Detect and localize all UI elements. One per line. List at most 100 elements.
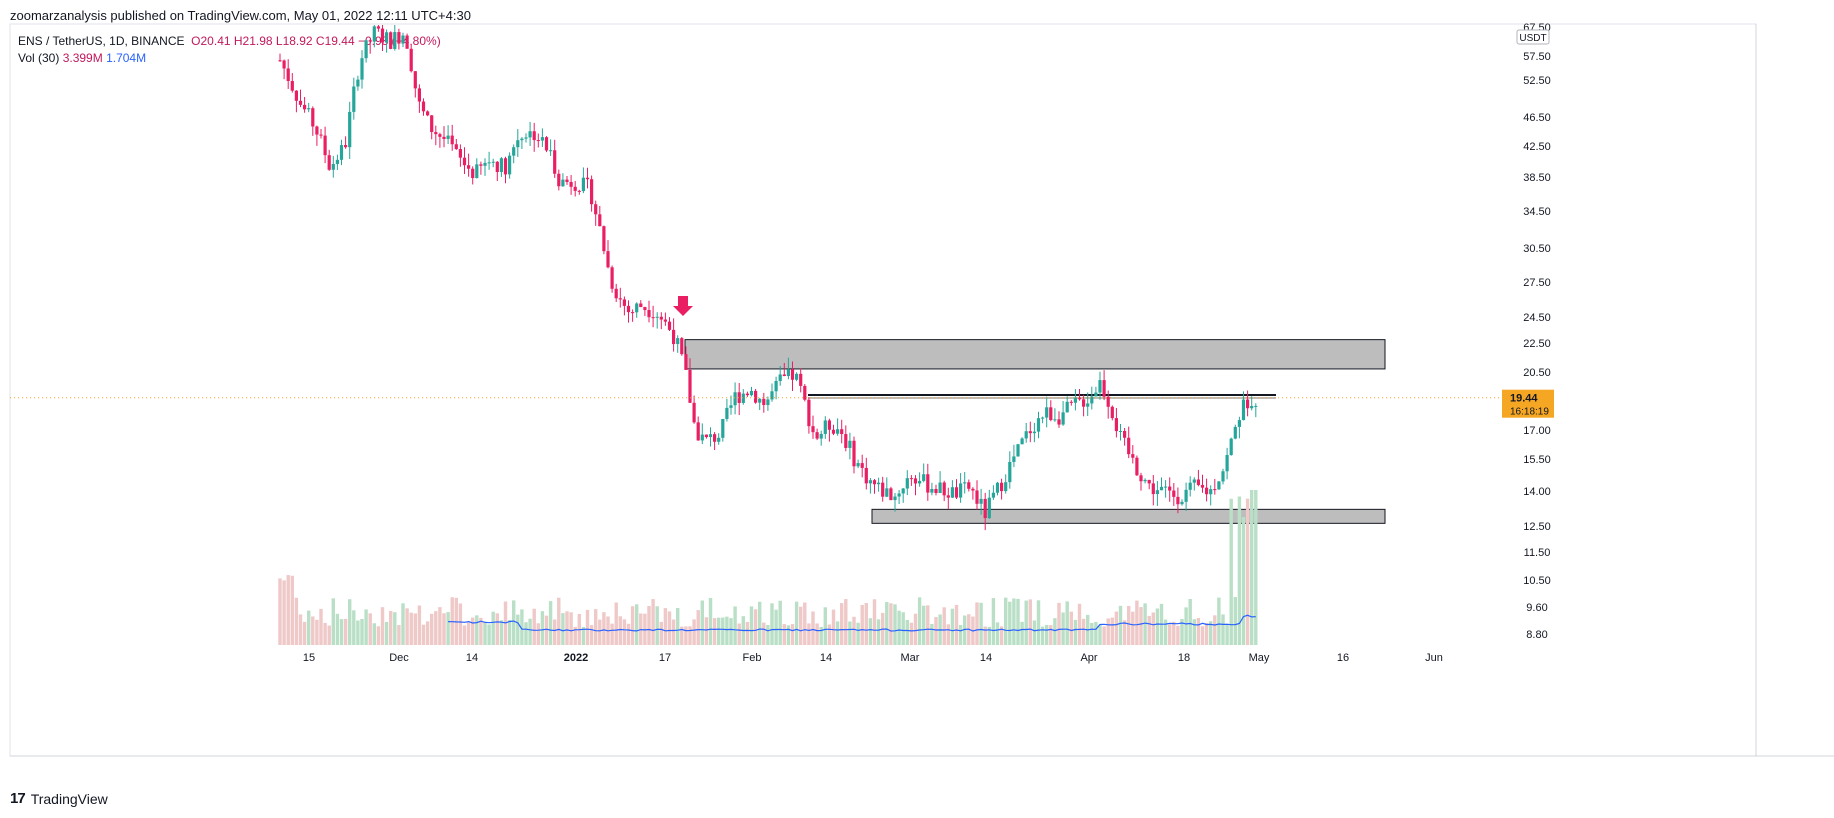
volume-bar bbox=[917, 597, 922, 645]
vol-label: Vol (30) bbox=[18, 51, 60, 65]
volume-bar bbox=[963, 615, 967, 645]
candle-body bbox=[446, 135, 450, 139]
candle-body bbox=[577, 190, 581, 192]
volume-bar bbox=[384, 621, 389, 645]
candle-body bbox=[528, 131, 532, 138]
volume-bar bbox=[700, 600, 704, 645]
candle-body bbox=[335, 159, 339, 164]
volume-bar bbox=[630, 606, 635, 645]
volume-bar bbox=[622, 619, 627, 645]
symbol-line: ENS / TetherUS, 1D, BINANCE O20.41 H21.9… bbox=[18, 33, 441, 50]
volume-bar bbox=[561, 613, 565, 645]
volume-bar bbox=[1155, 608, 1160, 645]
volume-bar bbox=[278, 578, 282, 645]
volume-bar bbox=[942, 607, 946, 645]
candle-body bbox=[1127, 437, 1131, 455]
volume-bar bbox=[315, 619, 319, 645]
volume-bar bbox=[307, 610, 311, 645]
candle-body bbox=[1098, 380, 1102, 393]
volume-bar bbox=[1143, 603, 1147, 645]
volume-bar bbox=[663, 608, 668, 645]
candle-body bbox=[868, 480, 872, 484]
countdown-text: 16:18:19 bbox=[1510, 407, 1549, 418]
time-tick: Apr bbox=[1080, 652, 1097, 664]
volume-bar bbox=[774, 609, 778, 645]
volume-bar bbox=[602, 612, 606, 645]
candle-body bbox=[590, 179, 594, 205]
candle-body bbox=[651, 317, 655, 319]
volume-bar bbox=[372, 623, 376, 645]
volume-bar bbox=[905, 619, 909, 645]
time-tick: 16 bbox=[1337, 652, 1349, 664]
candle-body bbox=[1147, 479, 1151, 484]
candle-body bbox=[618, 298, 622, 300]
candle-body bbox=[549, 150, 553, 152]
candle-body bbox=[1016, 444, 1020, 457]
price-tick: 34.50 bbox=[1523, 206, 1551, 218]
candle-body bbox=[450, 135, 454, 145]
candle-body bbox=[1049, 407, 1053, 421]
candle-body bbox=[442, 136, 446, 139]
candle-body bbox=[290, 80, 294, 91]
candle-body bbox=[495, 161, 499, 173]
candle-body bbox=[979, 498, 983, 504]
volume-bar bbox=[405, 608, 409, 645]
volume-bar bbox=[999, 626, 1004, 645]
time-tick: Jun bbox=[1425, 652, 1443, 664]
price-tick: 24.50 bbox=[1523, 312, 1551, 324]
volume-bar bbox=[745, 621, 750, 645]
symbol-label: ENS / TetherUS, 1D, BINANCE bbox=[18, 34, 185, 48]
candle-body bbox=[737, 392, 741, 403]
volume-bar bbox=[1127, 605, 1131, 645]
volume-bar bbox=[479, 617, 483, 645]
volume-bar bbox=[430, 613, 434, 645]
candle-body bbox=[278, 60, 282, 62]
candle-body bbox=[602, 226, 606, 252]
candle-body bbox=[1200, 484, 1205, 488]
volume-bar bbox=[536, 623, 540, 645]
volume-bar bbox=[954, 604, 959, 645]
candle-body bbox=[959, 483, 963, 498]
candle-body bbox=[1000, 482, 1004, 492]
volume-bar bbox=[1245, 498, 1250, 645]
volume-bar bbox=[897, 610, 901, 645]
candle-body bbox=[877, 482, 881, 485]
candle-body bbox=[344, 145, 348, 148]
volume-bar bbox=[692, 619, 696, 645]
volume-bar bbox=[487, 624, 491, 645]
tradingview-logo-icon: 17 bbox=[10, 790, 26, 807]
candle-body bbox=[520, 138, 524, 141]
candle-body bbox=[426, 111, 430, 116]
volume-bar bbox=[434, 611, 438, 645]
candle-body bbox=[298, 100, 303, 105]
price-tick: 27.50 bbox=[1523, 277, 1551, 289]
volume-bar bbox=[991, 598, 996, 645]
candle-body bbox=[561, 179, 565, 187]
chart-legend: ENS / TetherUS, 1D, BINANCE O20.41 H21.9… bbox=[18, 33, 441, 67]
candle-body bbox=[721, 418, 725, 438]
volume-bar bbox=[1008, 601, 1012, 645]
candle-body bbox=[745, 393, 749, 396]
tradingview-footer[interactable]: 17 TradingView bbox=[10, 790, 108, 807]
volume-bar bbox=[975, 602, 979, 645]
price-tick: 52.50 bbox=[1523, 75, 1551, 87]
candle-body bbox=[516, 140, 520, 148]
candle-body bbox=[1205, 487, 1209, 495]
candle-body bbox=[934, 488, 938, 493]
time-axis: 15 Dec 14 2022 17 Feb 14 Mar 14 Apr 18 May 16 Jun bbox=[303, 652, 1443, 664]
candle-body bbox=[368, 40, 372, 42]
volume-bar bbox=[495, 613, 499, 645]
candle-body bbox=[483, 162, 487, 166]
volume-bar bbox=[471, 617, 475, 645]
candle-body bbox=[1155, 490, 1159, 495]
candle-body bbox=[458, 149, 462, 158]
candle-body bbox=[823, 420, 827, 434]
candle-body bbox=[1045, 407, 1049, 418]
volume-bar bbox=[721, 617, 725, 645]
candle-body bbox=[1118, 430, 1123, 432]
volume-bar bbox=[1073, 619, 1078, 645]
volume-bar bbox=[1114, 611, 1119, 645]
volume-bar bbox=[807, 623, 811, 645]
volume-bar bbox=[626, 623, 631, 645]
